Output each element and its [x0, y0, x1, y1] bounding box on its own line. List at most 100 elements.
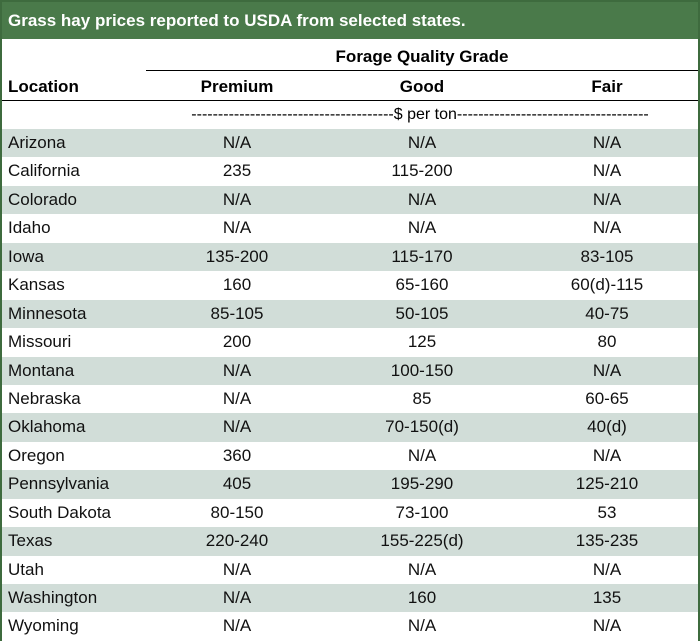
location-cell: Arizona — [8, 133, 66, 152]
premium-cell: N/A — [222, 189, 252, 209]
premium-cell: N/A — [222, 360, 252, 380]
table-row: Kansas 160 65-160 60(d)-115 — [2, 271, 698, 300]
good-cell: N/A — [407, 559, 437, 579]
premium-column-header: Premium — [200, 77, 274, 96]
fair-cell: 40-75 — [585, 303, 629, 323]
table-row: Texas 220-240 155-225(d) 135-235 — [2, 527, 698, 556]
fair-cell: 60-65 — [585, 388, 629, 408]
good-cell: 65-160 — [395, 275, 449, 295]
location-cell: Wyoming — [8, 616, 79, 636]
table-body: Arizona N/A N/A N/A California 235 115-200 N/A C… — [2, 129, 698, 641]
fair-cell: N/A — [592, 445, 622, 465]
premium-cell: 200 — [222, 332, 252, 352]
fair-column-header: Fair — [591, 77, 623, 96]
location-cell: Montana — [8, 360, 75, 380]
good-cell: 73-100 — [395, 502, 449, 522]
header-rule — [2, 100, 698, 101]
premium-cell: N/A — [222, 588, 252, 607]
table-row: Wyoming N/A N/A N/A — [2, 612, 698, 641]
premium-cell: N/A — [222, 417, 252, 437]
unit-label: --------------------------------------$ … — [191, 106, 649, 123]
good-cell: 85 — [412, 388, 432, 408]
location-cell: Oklahoma — [8, 417, 86, 437]
location-cell: Minnesota — [8, 303, 87, 323]
unit-row: --------------------------------------$ … — [2, 101, 698, 129]
fair-cell: 53 — [597, 502, 617, 522]
fair-cell: N/A — [592, 559, 622, 579]
fair-cell: N/A — [592, 360, 622, 380]
fair-cell: 135-235 — [575, 531, 639, 551]
location-cell: Iowa — [8, 246, 44, 266]
premium-cell: N/A — [222, 559, 252, 579]
table-row: Oklahoma N/A 70-150(d) 40(d) — [2, 413, 698, 442]
good-cell: N/A — [407, 133, 437, 152]
fair-cell: 135 — [592, 588, 622, 607]
fair-cell: N/A — [592, 218, 622, 238]
good-cell: N/A — [407, 218, 437, 238]
good-cell: N/A — [407, 189, 437, 209]
premium-cell: 220-240 — [205, 531, 269, 551]
table-row: Iowa 135-200 115-170 83-105 — [2, 242, 698, 272]
table-row: Arizona N/A N/A N/A — [2, 129, 698, 158]
premium-cell: 160 — [222, 275, 252, 295]
good-cell: 195-290 — [390, 474, 454, 494]
good-cell: N/A — [407, 616, 437, 636]
fair-cell: N/A — [592, 161, 622, 181]
good-cell: 70-150(d) — [385, 417, 459, 437]
fair-cell: 60(d)-115 — [570, 275, 644, 295]
table-header: Forage Quality Grade Location Premium Go… — [2, 39, 698, 101]
premium-cell: N/A — [222, 133, 252, 152]
location-cell: Nebraska — [8, 388, 81, 408]
good-cell: 155-225(d) — [380, 531, 464, 551]
location-cell: California — [8, 161, 80, 181]
location-cell: Missouri — [8, 332, 72, 352]
fair-cell: 83-105 — [580, 246, 634, 266]
premium-cell: 360 — [222, 445, 252, 465]
fair-cell: N/A — [592, 133, 622, 152]
premium-cell: N/A — [222, 388, 252, 408]
location-cell: Idaho — [8, 218, 51, 238]
fair-cell: N/A — [592, 189, 622, 209]
good-cell: 115-170 — [391, 246, 453, 266]
location-cell: South Dakota — [8, 502, 112, 522]
table-row: Nebraska N/A 85 60-65 — [2, 384, 698, 414]
good-cell: N/A — [407, 445, 437, 465]
good-cell: 100-150 — [390, 360, 454, 380]
group-header-rule — [146, 70, 698, 71]
good-cell: 50-105 — [395, 303, 449, 323]
table-row: Montana N/A 100-150 N/A — [2, 356, 698, 385]
location-cell: Texas — [8, 531, 53, 551]
premium-cell: 405 — [222, 474, 252, 494]
table-row: Minnesota 85-105 50-105 40-75 — [2, 299, 698, 329]
premium-cell: 135-200 — [205, 246, 269, 266]
table-row: California 235 115-200 N/A — [2, 157, 698, 186]
location-cell: Washington — [8, 588, 98, 607]
premium-cell: N/A — [222, 218, 252, 238]
location-cell: Oregon — [8, 445, 65, 465]
table-row: Colorado N/A N/A N/A — [2, 185, 698, 215]
fair-cell: N/A — [592, 616, 622, 636]
table-row: Idaho N/A N/A N/A — [2, 214, 698, 243]
table-row: Washington N/A 160 135 — [2, 584, 698, 613]
table-title: Grass hay prices reported to USDA from s… — [2, 2, 698, 39]
group-header-label: Forage Quality Grade — [335, 47, 509, 66]
good-cell: 160 — [407, 588, 437, 607]
location-cell: Colorado — [8, 189, 77, 209]
premium-cell: 235 — [222, 161, 252, 181]
fair-cell: 40(d) — [587, 417, 627, 437]
good-column-header: Good — [399, 77, 445, 96]
fair-cell: 80 — [597, 332, 617, 352]
table-row: Oregon 360 N/A N/A — [2, 441, 698, 471]
good-cell: 125 — [407, 332, 437, 352]
location-cell: Utah — [8, 559, 44, 579]
table-row: South Dakota 80-150 73-100 53 — [2, 498, 698, 528]
premium-cell: 80-150 — [210, 502, 264, 522]
table-row: Missouri 200 125 80 — [2, 328, 698, 357]
location-cell: Pennsylvania — [8, 474, 110, 494]
fair-cell: 125-210 — [575, 474, 639, 494]
premium-cell: 85-105 — [210, 303, 264, 323]
table-row: Utah N/A N/A N/A — [2, 555, 698, 584]
location-cell: Kansas — [8, 275, 65, 295]
premium-cell: N/A — [222, 616, 252, 636]
